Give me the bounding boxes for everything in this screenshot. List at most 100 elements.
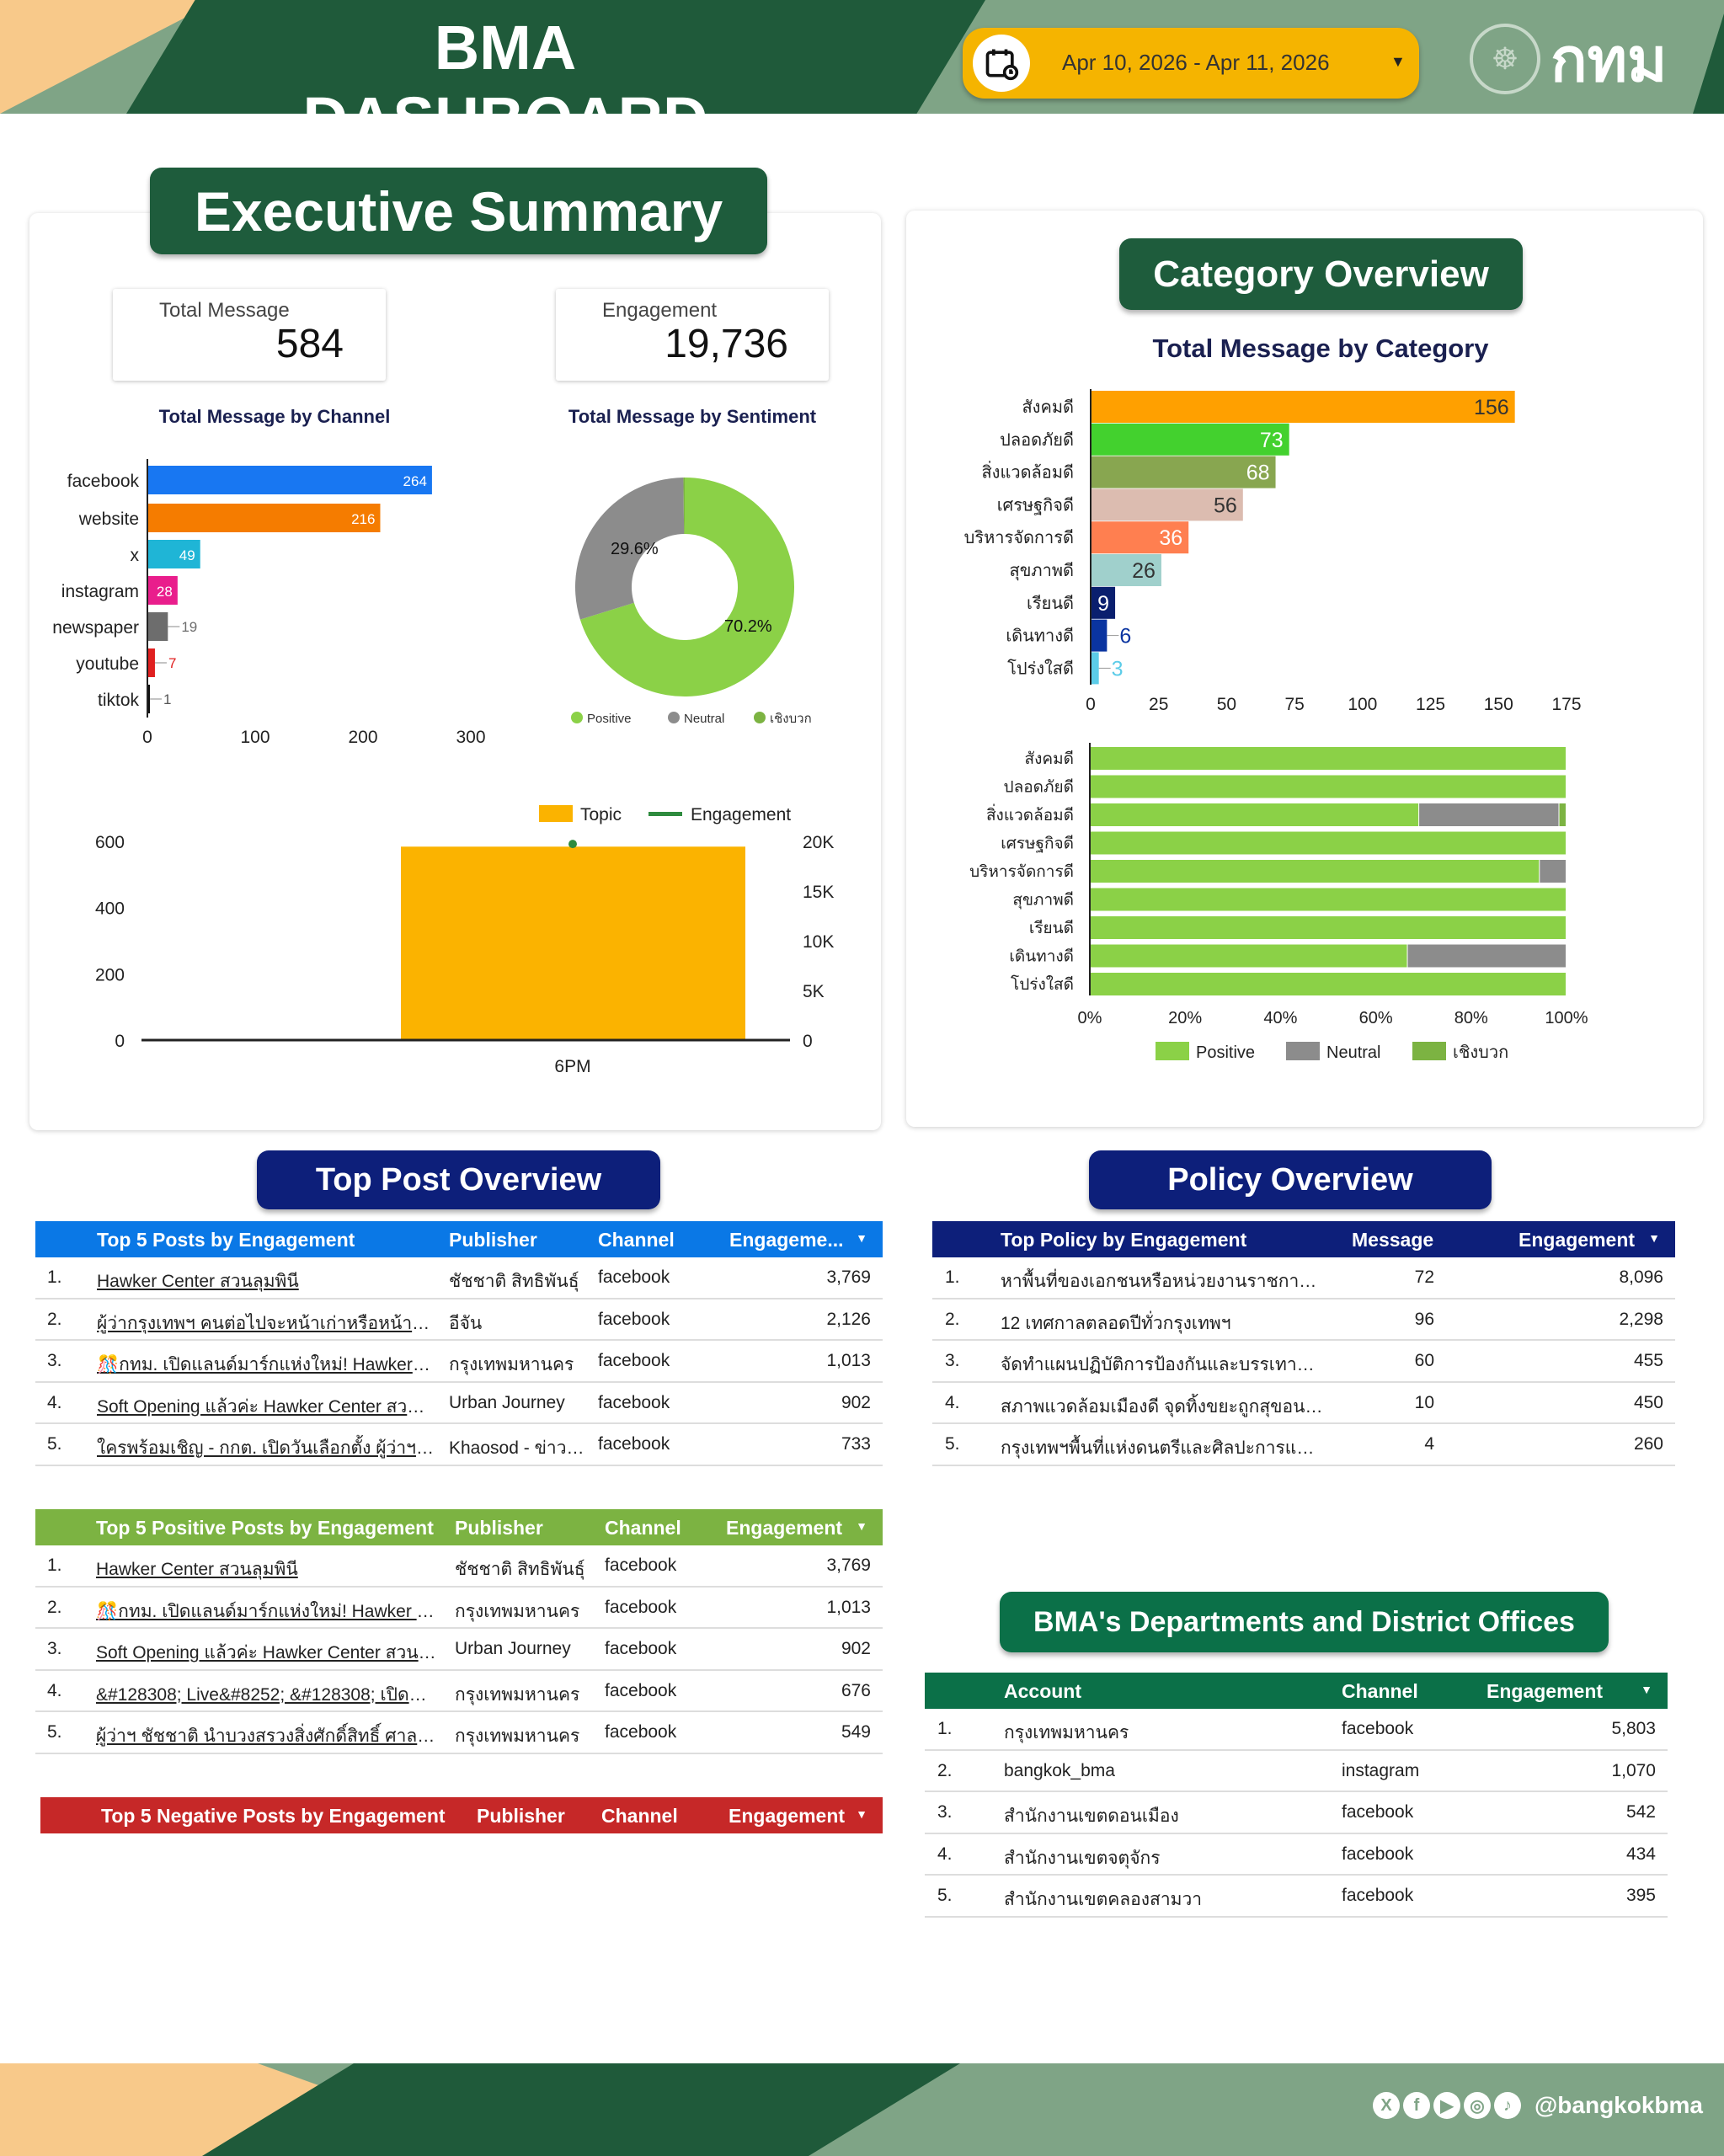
right-y-tick: 10K [803,932,834,952]
sort-desc-icon[interactable]: ▼ [856,1519,867,1533]
publisher: กรุงเทพมหานคร [455,1684,580,1705]
channel: facebook [1342,1844,1414,1864]
date-range-picker[interactable]: Apr 10, 2026 - Apr 11, 2026 ▼ [963,28,1419,99]
stacked-segment [1090,916,1566,939]
column-header[interactable]: Top 5 Posts by Engagement [97,1229,355,1251]
column-header[interactable]: Top Policy by Engagement [1001,1229,1247,1251]
engagement-value: 260 [1633,1434,1663,1454]
policy-name: กรุงเทพฯพื้นที่แห่งดนตรีและศิลปะการแสดง … [1001,1438,1325,1458]
column-header[interactable]: Engageme... [729,1229,844,1251]
channel: facebook [605,1597,677,1617]
stacked-segment [1407,944,1566,968]
column-header[interactable]: Top 5 Positive Posts by Engagement [96,1517,434,1539]
column-header[interactable]: Engagement [1486,1680,1604,1702]
category-label: ปลอดภัยดี [1000,431,1074,450]
channel-chart-title: Total Message by Channel [158,406,391,427]
channel-bar [147,685,150,713]
footer: X f ▶ ◎ ♪ @bangkokbma [0,2063,1724,2156]
post-title-link[interactable]: ผู้ว่ากรุงเทพฯ คนต่อไปจะหน้าเก่าหรือหน้า… [97,1313,434,1333]
column-header[interactable]: Publisher [449,1229,537,1251]
decor-shape [126,0,985,114]
post-title-link[interactable]: Soft Opening แล้วค่ะ Hawker Center สวนลุ… [97,1396,434,1417]
stacked-segment [1090,944,1407,968]
channel: facebook [605,1680,677,1700]
sentiment-donut-chart: 70.2% 29.6% Positive Neutral เชิงบวก [571,478,812,726]
youtube-icon[interactable]: ▶ [1433,2092,1460,2119]
engagement-value: 2,126 [826,1309,871,1329]
top-post-overview-title: Top Post Overview [257,1150,660,1209]
column-header[interactable]: Message [1352,1229,1434,1251]
x-tick-label: 200 [348,728,377,747]
slice-label: 29.6% [611,540,659,558]
column-header[interactable]: Channel [601,1805,678,1827]
post-title-link[interactable]: &#128308; Live&#8252; &#128308; เปิดศูน.… [96,1684,437,1705]
post-title-link[interactable]: 🎊กทม. เปิดแลนด์มาร์กแห่งใหม่! Hawker Cen… [97,1355,434,1374]
x-tick-label: 0 [142,728,152,747]
publisher: Urban Journey [449,1392,565,1412]
row-index: 2. [47,1597,62,1617]
tiktok-icon[interactable]: ♪ [1494,2092,1521,2119]
decor-shape [202,2063,960,2156]
engagement-value: 1,013 [826,1597,871,1617]
engagement-value: 2,298 [1619,1309,1663,1329]
donut-slice [683,478,685,535]
sort-desc-icon[interactable]: ▼ [856,1807,867,1821]
sort-desc-icon[interactable]: ▼ [1648,1231,1660,1245]
account-name: สำนักงานเขตดอนเมือง [1004,1806,1179,1826]
column-header[interactable]: Engagement [726,1517,843,1539]
channel: facebook [605,1639,677,1658]
column-header[interactable]: Publisher [477,1805,565,1827]
x-icon[interactable]: X [1373,2092,1400,2119]
category-label: เรียนดี [1029,919,1074,937]
column-header[interactable]: Top 5 Negative Posts by Engagement [101,1805,446,1827]
engagement-value: 1,013 [826,1351,871,1370]
post-title-link[interactable]: Soft Opening แล้วค่ะ Hawker Center สวนลุ… [96,1643,437,1662]
channel-bar [147,648,155,677]
kpi-value: 584 [275,322,344,366]
category-bar [1091,423,1289,456]
channel-bar [147,466,432,494]
x-tick-label: 0 [1086,695,1096,714]
column-header[interactable]: Account [1004,1680,1081,1702]
column-header[interactable]: Channel [1342,1680,1418,1702]
column-header[interactable]: Publisher [455,1517,543,1539]
row-index: 1. [47,1267,62,1287]
category-bar [1091,521,1189,554]
table-row: 3. Soft Opening แล้วค่ะ Hawker Center สวน… [35,1629,883,1671]
sort-desc-icon[interactable]: ▼ [856,1231,867,1245]
channel: facebook [605,1722,677,1742]
category-value-label: 156 [1474,396,1509,419]
post-title-link[interactable]: 🎊กทม. เปิดแลนด์มาร์กแห่งใหม่! Hawker Cen… [96,1601,437,1621]
post-title-link[interactable]: Hawker Center สวนลุมพินี [97,1272,299,1291]
instagram-icon[interactable]: ◎ [1464,2092,1491,2119]
post-title-link[interactable]: ใครพร้อมเชิญ - กกต. เปิดวันเลือกตั้ง ผู้… [97,1438,434,1458]
row-index: 3. [945,1351,960,1370]
column-header[interactable]: Channel [605,1517,681,1539]
table-header: Top 5 Negative Posts by Engagement Publis… [40,1797,883,1833]
legend-label: Topic [580,805,622,825]
post-title-link[interactable]: ผู้ว่าฯ ชัชชาติ นำบวงสรวงสิ่งศักดิ์สิทธิ… [96,1726,437,1746]
column-header[interactable]: Engagement [729,1805,846,1827]
row-index: 2. [945,1309,960,1329]
left-y-tick: 200 [95,965,125,985]
engagement-value: 676 [841,1680,871,1700]
sort-desc-icon[interactable]: ▼ [1641,1683,1652,1696]
category-label: บริหารจัดการดี [969,862,1074,881]
post-title-link[interactable]: Hawker Center สวนลุมพินี [96,1560,298,1579]
table-row: 4. สำนักงานเขตจตุจักร facebook 434 [925,1834,1668,1876]
category-label: เดินทางดี [1006,627,1074,646]
channel-label: facebook [67,472,140,491]
legend-label: Engagement [691,805,791,825]
legend-label: เชิงบวก [1453,1043,1508,1062]
facebook-icon[interactable]: f [1403,2092,1430,2119]
message-count: 10 [1414,1392,1434,1412]
category-label: สิ่งแวดล้อมดี [986,803,1074,825]
channel: facebook [598,1392,670,1412]
category-overview-title: Category Overview [1119,238,1523,310]
column-header[interactable]: Engagement [1519,1229,1636,1251]
channel-value-label: 7 [168,655,176,671]
row-index: 2. [47,1309,62,1329]
column-header[interactable]: Channel [598,1229,675,1251]
category-label: ปลอดภัยดี [1004,778,1074,797]
right-y-tick: 20K [803,833,834,852]
